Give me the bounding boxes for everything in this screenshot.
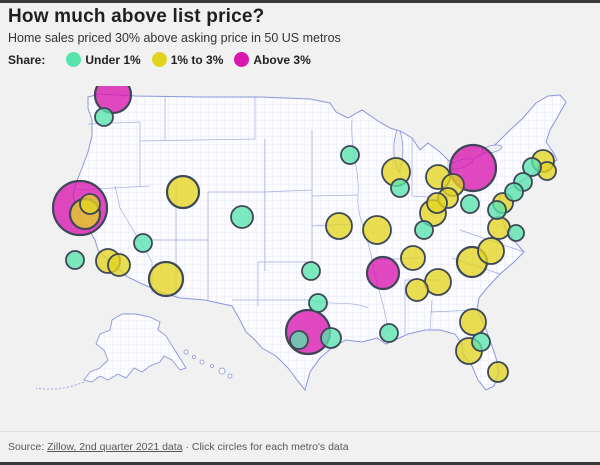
source-note: Click circles for each metro's data <box>191 441 349 453</box>
metro-circle[interactable] <box>487 361 509 383</box>
top-border-bar <box>0 0 600 3</box>
under-1pct-dot-icon <box>66 52 82 67</box>
legend-item-above-3pct: Above 3% <box>234 52 311 67</box>
above-3pct-dot-icon <box>234 52 250 67</box>
metro-circle[interactable] <box>522 157 542 177</box>
metro-circle[interactable] <box>362 215 392 245</box>
metro-circle[interactable] <box>320 327 342 349</box>
metro-circle[interactable] <box>165 174 201 210</box>
metro-circle[interactable] <box>414 220 434 240</box>
source-prefix: Source: <box>8 441 48 453</box>
metro-circle[interactable] <box>308 293 328 313</box>
1-to-3pct-dot-icon <box>151 52 167 67</box>
divider-line <box>0 431 600 432</box>
metro-circle[interactable] <box>340 145 360 165</box>
metro-circle[interactable] <box>405 278 429 302</box>
metro-circle[interactable] <box>325 212 353 240</box>
metro-circle[interactable] <box>94 107 114 127</box>
metro-circle[interactable] <box>487 200 507 220</box>
metro-circle[interactable] <box>459 308 487 336</box>
metro-circle[interactable] <box>147 260 185 298</box>
page-title: How much above list price? <box>8 6 265 27</box>
header: How much above list price? Home sales pr… <box>8 6 592 45</box>
metro-circle[interactable] <box>379 323 399 343</box>
metro-circle[interactable] <box>471 332 491 352</box>
metro-circle[interactable] <box>477 237 505 265</box>
bottom-border-bar <box>0 462 600 465</box>
metro-circle[interactable] <box>487 216 511 240</box>
metro-circle[interactable] <box>289 330 309 350</box>
source-link[interactable]: Zillow, 2nd quarter 2021 data <box>47 441 183 453</box>
separator-dot: · <box>182 441 192 453</box>
metro-circle[interactable] <box>107 253 131 277</box>
us-bubble-map <box>0 86 600 432</box>
metro-circle[interactable] <box>426 192 448 214</box>
legend-item-1-to-3pct: 1% to 3% <box>151 52 224 67</box>
metro-circle[interactable] <box>65 250 85 270</box>
legend-item-label: Under 1% <box>85 52 141 67</box>
legend: Share: Under 1% 1% to 3% Above 3% <box>8 52 311 67</box>
legend-title: Share: <box>8 52 46 67</box>
legend-item-under-1pct: Under 1% <box>66 52 141 67</box>
metro-circle[interactable] <box>230 205 254 229</box>
alaska-inset <box>35 313 187 390</box>
metro-circle[interactable] <box>365 255 401 291</box>
metro-circle[interactable] <box>301 261 321 281</box>
metro-bubbles <box>51 86 557 383</box>
metro-circle[interactable] <box>79 193 101 215</box>
source-line: Source: Zillow, 2nd quarter 2021 data · … <box>8 441 592 453</box>
hawaii-inset <box>183 349 233 379</box>
metro-circle[interactable] <box>460 194 480 214</box>
metro-circle[interactable] <box>400 245 426 271</box>
metro-circle[interactable] <box>507 224 525 242</box>
legend-item-label: 1% to 3% <box>170 52 224 67</box>
metro-circle[interactable] <box>504 182 524 202</box>
metro-circle[interactable] <box>424 268 452 296</box>
metro-circle[interactable] <box>133 233 153 253</box>
metro-circle[interactable] <box>390 178 410 198</box>
page-subtitle: Home sales priced 30% above asking price… <box>8 31 341 45</box>
legend-item-label: Above 3% <box>253 52 311 67</box>
